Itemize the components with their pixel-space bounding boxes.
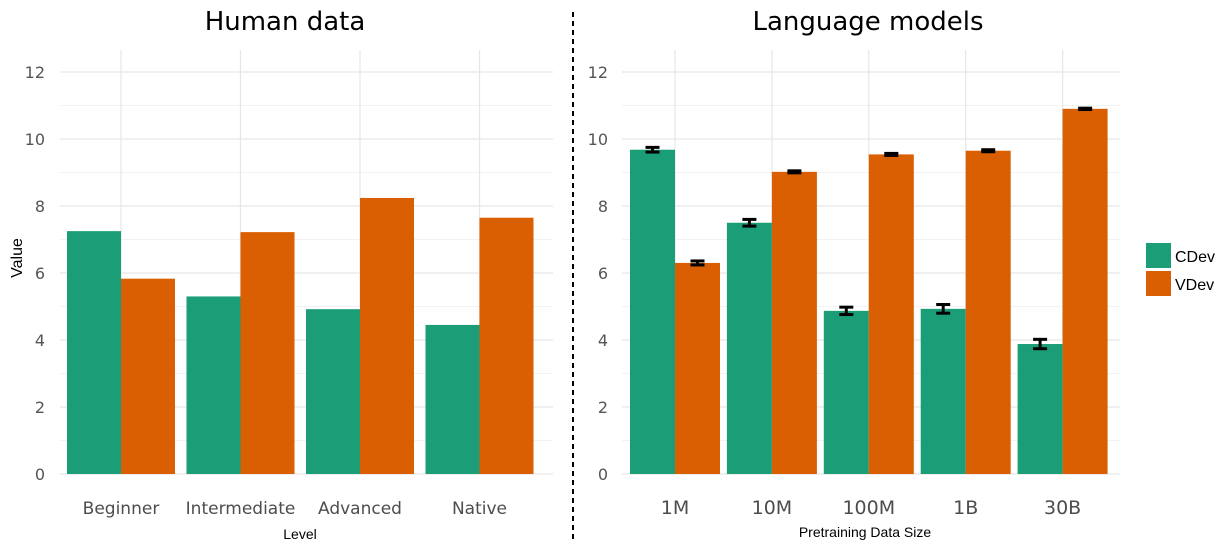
bar-vdev-lm xyxy=(1062,108,1108,474)
x-axis-label-lm: Pretraining Data Size xyxy=(799,524,932,540)
y-tick-label: 4 xyxy=(598,331,608,350)
bar-vdev-lm xyxy=(965,150,1011,474)
panel-title-human: Human data xyxy=(205,7,366,37)
y-axis-label: Value xyxy=(9,238,26,278)
bar-cdev-human xyxy=(425,324,480,474)
error-bar-vdev xyxy=(787,169,802,175)
y-tick-label: 4 xyxy=(35,331,45,350)
y-tick-label: 12 xyxy=(588,63,608,82)
y-tick-label: 0 xyxy=(598,465,608,484)
x-tick-label: 100M xyxy=(842,497,895,519)
error-bar-vdev xyxy=(690,259,705,267)
x-tick-label: Intermediate xyxy=(186,499,296,519)
bar-vdev-lm xyxy=(771,171,817,474)
error-bar-vdev xyxy=(1078,106,1093,112)
error-bar-vdev xyxy=(884,151,899,157)
y-tick-label: 10 xyxy=(25,130,45,149)
legend-swatch-cdev xyxy=(1146,243,1171,268)
bar-cdev-human xyxy=(67,231,121,474)
bar-cdev-lm xyxy=(726,222,772,474)
bar-vdev-human xyxy=(240,232,295,474)
error-bar-cdev xyxy=(742,217,757,228)
y-tick-label: 2 xyxy=(598,398,608,417)
legend-label-vdev: VDev xyxy=(1175,277,1214,294)
y-tick-label: 6 xyxy=(598,264,608,283)
bar-cdev-lm xyxy=(823,310,869,474)
legend: CDev VDev xyxy=(1146,243,1215,296)
bar-vdev-lm xyxy=(675,262,720,474)
x-tick-label: Advanced xyxy=(318,499,402,519)
y-tick-label: 10 xyxy=(588,130,608,149)
x-axis-label-human: Level xyxy=(283,526,316,542)
x-tick-label: 1M xyxy=(661,497,689,519)
y-tick-label: 8 xyxy=(35,197,45,216)
error-bar-cdev xyxy=(1033,337,1048,351)
x-tick-label: 1B xyxy=(953,497,978,519)
x-tick-label: 10M xyxy=(752,497,793,519)
y-tick-label: 8 xyxy=(598,197,608,216)
x-tick-label: Native xyxy=(452,499,507,519)
bar-cdev-lm xyxy=(920,308,966,474)
bar-vdev-human xyxy=(360,197,414,474)
bar-vdev-lm xyxy=(868,154,914,474)
x-tick-label: Beginner xyxy=(83,499,160,519)
y-tick-label: 0 xyxy=(35,465,45,484)
y-tick-label: 12 xyxy=(25,63,45,82)
bar-cdev-human xyxy=(306,309,360,474)
error-bar-vdev xyxy=(981,148,996,154)
bar-cdev-lm xyxy=(1017,344,1063,474)
bar-vdev-human xyxy=(479,217,534,474)
legend-swatch-vdev xyxy=(1146,271,1171,296)
bar-vdev-human xyxy=(121,278,175,474)
y-tick-label: 6 xyxy=(35,264,45,283)
error-bar-cdev xyxy=(839,305,854,317)
bar-cdev-human xyxy=(186,296,241,474)
panel-language-models: Language models Pretraining Data Size 0 2… xyxy=(588,7,1120,540)
x-tick-label: 30B xyxy=(1044,497,1081,519)
panel-title-language-models: Language models xyxy=(752,7,983,37)
panel-human-data: Human data Value Level 0 2 4 6 8 10 12 Beginner… xyxy=(9,7,553,542)
y-tick-label: 2 xyxy=(35,398,45,417)
legend-label-cdev: CDev xyxy=(1175,249,1215,266)
bar-cdev-lm xyxy=(630,149,675,474)
error-bar-cdev xyxy=(645,145,660,154)
error-bar-cdev xyxy=(936,302,951,315)
